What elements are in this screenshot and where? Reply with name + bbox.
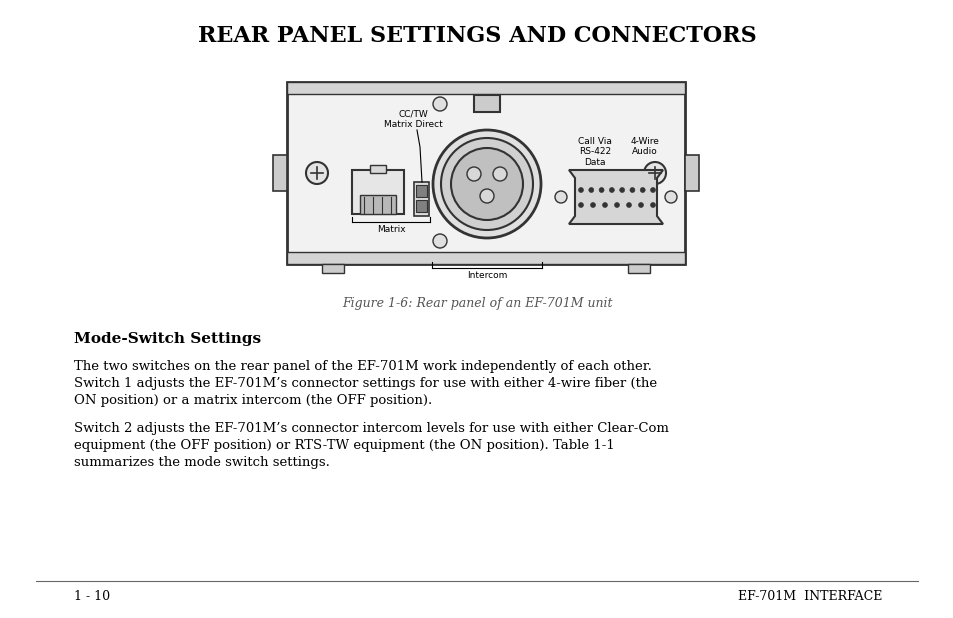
Text: REAR PANEL SETTINGS AND CONNECTORS: REAR PANEL SETTINGS AND CONNECTORS <box>197 25 756 47</box>
Circle shape <box>588 187 593 192</box>
Circle shape <box>664 191 677 203</box>
Bar <box>627 264 649 273</box>
Bar <box>684 155 699 191</box>
Circle shape <box>639 187 644 192</box>
Circle shape <box>609 187 614 192</box>
Bar <box>359 195 395 214</box>
Text: CC/TW
Matrix Direct: CC/TW Matrix Direct <box>383 109 442 129</box>
Text: Switch 2 adjusts the EF-701M’s connector intercom levels for use with either Cle: Switch 2 adjusts the EF-701M’s connector… <box>74 422 668 435</box>
Text: ON position) or a matrix intercom (the OFF position).: ON position) or a matrix intercom (the O… <box>74 394 432 407</box>
Bar <box>287 82 684 264</box>
Bar <box>287 82 684 94</box>
Circle shape <box>451 148 522 220</box>
Circle shape <box>598 187 603 192</box>
Text: Intercom: Intercom <box>466 271 507 280</box>
Circle shape <box>650 187 655 192</box>
Text: Mode-Switch Settings: Mode-Switch Settings <box>74 332 261 346</box>
Circle shape <box>578 187 583 192</box>
Circle shape <box>638 203 643 208</box>
Bar <box>273 155 287 191</box>
Bar <box>370 165 386 173</box>
Bar <box>474 95 499 112</box>
Bar <box>322 264 344 273</box>
Circle shape <box>467 167 480 181</box>
Circle shape <box>614 203 618 208</box>
Text: EF-701M  INTERFACE: EF-701M INTERFACE <box>737 591 882 604</box>
Circle shape <box>479 189 494 203</box>
Circle shape <box>433 97 447 111</box>
Text: Switch 1 adjusts the EF-701M’s connector settings for use with either 4-wire fib: Switch 1 adjusts the EF-701M’s connector… <box>74 377 657 390</box>
Circle shape <box>440 138 533 230</box>
Circle shape <box>433 234 447 248</box>
Circle shape <box>433 130 540 238</box>
Text: summarizes the mode switch settings.: summarizes the mode switch settings. <box>74 456 330 469</box>
Circle shape <box>578 203 583 208</box>
Circle shape <box>619 187 624 192</box>
Circle shape <box>590 203 595 208</box>
Circle shape <box>555 191 566 203</box>
Polygon shape <box>568 170 662 224</box>
Circle shape <box>626 203 631 208</box>
Bar <box>414 182 429 216</box>
Text: Figure 1-6: Rear panel of an EF-701M unit: Figure 1-6: Rear panel of an EF-701M uni… <box>341 297 612 310</box>
Text: 1 - 10: 1 - 10 <box>74 591 110 604</box>
Text: Matrix: Matrix <box>376 225 405 234</box>
Text: 4-Wire
Audio: 4-Wire Audio <box>630 137 659 156</box>
Text: The two switches on the rear panel of the EF-701M work independently of each oth: The two switches on the rear panel of th… <box>74 360 651 373</box>
Circle shape <box>629 187 635 192</box>
Bar <box>416 200 427 212</box>
Text: Call Via
RS-422
Data: Call Via RS-422 Data <box>578 137 611 167</box>
Circle shape <box>650 203 655 208</box>
Bar <box>416 185 427 197</box>
Bar <box>287 252 684 264</box>
Text: equipment (the OFF position) or RTS-TW equipment (the ON position). Table 1-1: equipment (the OFF position) or RTS-TW e… <box>74 439 614 452</box>
Circle shape <box>306 162 328 184</box>
Circle shape <box>643 162 665 184</box>
Circle shape <box>493 167 506 181</box>
Circle shape <box>602 203 607 208</box>
Bar <box>352 170 403 214</box>
